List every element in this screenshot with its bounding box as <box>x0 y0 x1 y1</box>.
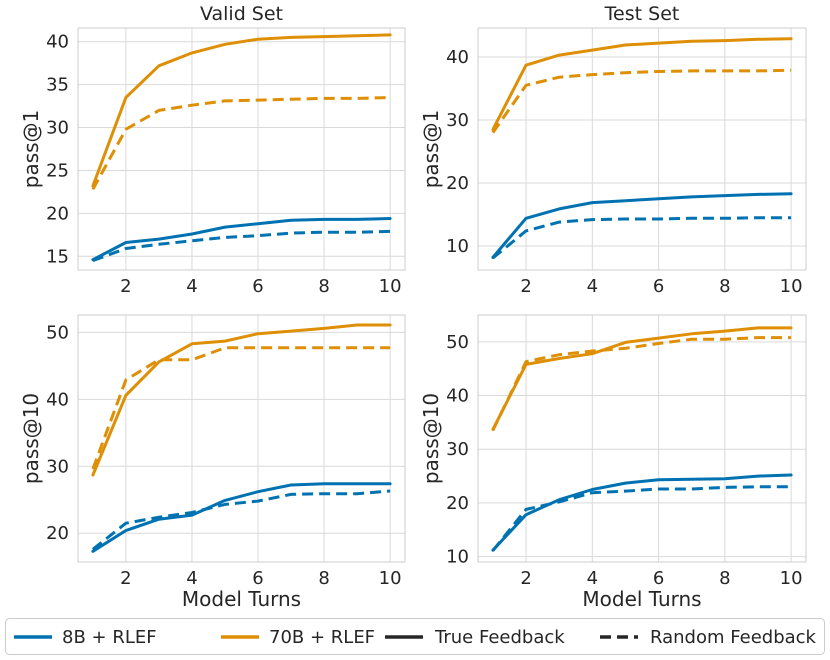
x-tick-label: 2 <box>120 276 131 297</box>
series-line-70b-random <box>491 68 792 134</box>
chart-panel-3: 2 4 6 8 10 20 30 40 50 pass@10 Model Turns <box>19 314 406 611</box>
y-axis-title: pass@1 <box>419 110 443 189</box>
x-axis-title: Model Turns <box>582 587 701 611</box>
plot-frame <box>77 27 406 271</box>
series-line-8b-true <box>491 473 793 552</box>
y-tick-label: 20 <box>46 203 69 224</box>
series-line-8b-true <box>91 217 392 262</box>
y-tick-label: 50 <box>446 332 469 353</box>
legend-label: 70B + RLEF <box>269 627 375 648</box>
y-axis-title: pass@1 <box>19 110 43 189</box>
y-tick-label: 40 <box>446 47 469 68</box>
x-tick-label: 6 <box>252 276 263 297</box>
series-line-70b-random <box>91 346 391 470</box>
series-line-8b-true <box>91 482 392 553</box>
y-tick-label: 40 <box>446 386 469 407</box>
series-line-70b-true <box>91 33 392 188</box>
x-tick-label: 4 <box>587 568 598 589</box>
y-tick-label: 10 <box>446 547 469 568</box>
chart-panel-2: 2 4 6 8 10 10 20 30 40 Test Set pass@1 <box>419 3 807 297</box>
y-tick-label: 15 <box>46 246 69 267</box>
chart-panel-1: 2 4 6 8 10 15 20 25 30 35 40 Valid Set pass@1 <box>19 3 406 297</box>
x-tick-label: 6 <box>252 568 263 589</box>
y-tick-label: 30 <box>46 456 69 477</box>
x-tick-label: 6 <box>653 568 664 589</box>
x-tick-label: 2 <box>520 276 531 297</box>
y-axis-title: pass@10 <box>19 393 43 484</box>
x-tick-label: 6 <box>653 276 664 297</box>
series-line-70b-true <box>491 326 793 431</box>
panel-title: Test Set <box>604 3 680 25</box>
series-line-70b-random <box>491 336 792 432</box>
legend: 8B + RLEF 70B + RLEF True Feedback Random F… <box>5 618 825 655</box>
y-tick-label: 30 <box>446 439 469 460</box>
y-axis-title: pass@10 <box>419 393 443 484</box>
series-line-70b-true <box>91 323 392 477</box>
y-tick-label: 20 <box>446 173 469 194</box>
x-tick-label: 10 <box>780 568 803 589</box>
x-tick-label: 8 <box>719 276 730 297</box>
plot-frame <box>77 314 406 563</box>
x-tick-label: 8 <box>318 568 329 589</box>
x-tick-label: 4 <box>587 276 598 297</box>
y-tick-label: 50 <box>46 322 69 343</box>
y-tick-label: 20 <box>46 523 69 544</box>
x-tick-label: 8 <box>318 276 329 297</box>
chart-panel-4: 2 4 6 8 10 10 20 30 40 50 pass@10 Model Turns <box>419 314 807 611</box>
legend-label: Random Feedback <box>650 627 817 648</box>
y-tick-label: 10 <box>446 236 469 257</box>
y-tick-label: 40 <box>46 389 69 410</box>
x-tick-label: 10 <box>379 568 402 589</box>
y-tick-label: 20 <box>446 493 469 514</box>
y-tick-label: 40 <box>46 32 69 53</box>
x-tick-label: 10 <box>780 276 803 297</box>
panel-title: Valid Set <box>200 3 283 25</box>
y-tick-label: 30 <box>446 110 469 131</box>
x-tick-label: 2 <box>120 568 131 589</box>
legend-label: True Feedback <box>434 627 565 648</box>
series-line-8b-true <box>491 192 793 259</box>
series-line-70b-true <box>491 37 793 131</box>
legend-label: 8B + RLEF <box>62 627 157 648</box>
y-tick-label: 30 <box>46 118 69 139</box>
series-line-8b-random <box>92 229 391 263</box>
x-tick-label: 4 <box>186 568 197 589</box>
series-line-70b-random <box>91 96 391 191</box>
y-tick-label: 35 <box>46 75 69 96</box>
x-tick-label: 10 <box>379 276 402 297</box>
x-axis-title: Model Turns <box>182 587 301 611</box>
x-tick-label: 2 <box>520 568 531 589</box>
x-tick-label: 8 <box>719 568 730 589</box>
y-tick-label: 25 <box>46 160 69 181</box>
series-line-8b-random <box>91 489 391 551</box>
plot-frame <box>477 314 807 563</box>
series-line-8b-random <box>491 216 792 260</box>
series-line-8b-random <box>491 485 792 552</box>
plot-frame <box>477 27 807 271</box>
x-tick-label: 4 <box>186 276 197 297</box>
